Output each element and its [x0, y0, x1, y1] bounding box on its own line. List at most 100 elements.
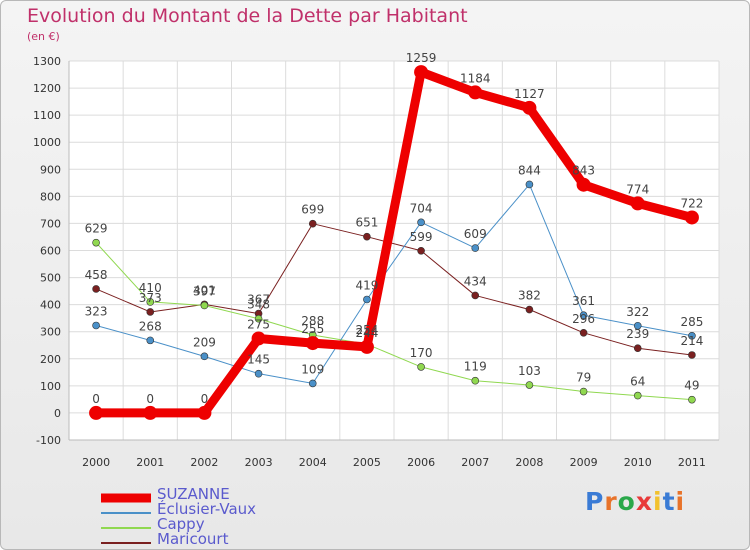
data-point [89, 405, 104, 420]
data-point [468, 85, 483, 100]
y-tick-label: -100 [36, 434, 61, 447]
data-point [414, 65, 429, 80]
data-label: 401 [193, 283, 216, 297]
legend-swatch-suzanne [101, 493, 151, 503]
data-label: 704 [410, 201, 433, 215]
logo-letter: i [675, 487, 686, 516]
data-label: 0 [146, 392, 154, 406]
legend-label: SUZANNE [157, 485, 230, 503]
data-label: 348 [247, 298, 270, 312]
x-tick-label: 2001 [136, 456, 164, 469]
y-tick-label: 0 [54, 407, 61, 420]
data-point [684, 210, 699, 225]
data-point [630, 196, 645, 211]
legend-label: Cappy [157, 515, 205, 533]
data-label: 254 [355, 323, 378, 337]
chart-subtitle: (en €) [27, 30, 60, 43]
data-point [251, 331, 266, 346]
data-label: 239 [626, 327, 649, 341]
data-label: 458 [85, 268, 108, 282]
y-tick-label: 1300 [33, 55, 61, 68]
y-tick-label: 200 [40, 353, 61, 366]
data-label: 145 [247, 353, 270, 367]
data-label: 1184 [460, 71, 491, 85]
data-point [92, 285, 100, 293]
logo-letter: o [617, 487, 636, 516]
data-label: 361 [572, 294, 595, 308]
data-label: 844 [518, 163, 541, 177]
logo-letter: r [604, 487, 618, 516]
logo-letter: t [662, 487, 676, 516]
data-point [200, 301, 209, 310]
data-point [417, 218, 425, 227]
data-label: 296 [572, 312, 595, 326]
data-label: 322 [626, 305, 649, 319]
data-label: 244 [355, 326, 378, 340]
data-point [525, 180, 534, 189]
legend-item-suzanne: SUZANNE [101, 485, 361, 503]
legend-label: Maricourt [157, 530, 229, 548]
data-point [576, 177, 591, 192]
y-tick-label: 1100 [33, 109, 61, 122]
data-label: 419 [355, 278, 378, 292]
data-label: 275 [247, 317, 270, 331]
x-tick-label: 2000 [82, 456, 110, 469]
y-tick-label: 1000 [33, 136, 61, 149]
data-point [359, 339, 374, 354]
data-point [579, 328, 588, 337]
data-point [579, 311, 588, 320]
y-tick-label: 1200 [33, 82, 61, 95]
y-tick-label: 900 [40, 163, 61, 176]
data-label: 382 [518, 289, 541, 303]
data-point [143, 405, 158, 420]
data-point [688, 331, 696, 340]
data-label: 774 [626, 182, 649, 196]
data-label: 170 [410, 346, 433, 360]
data-point [146, 336, 155, 345]
series-line [91, 67, 697, 418]
data-label: 609 [464, 227, 487, 241]
data-point [200, 352, 209, 361]
data-point [525, 305, 534, 314]
data-label: 0 [201, 392, 209, 406]
logo-letter: x [635, 487, 653, 516]
legend-item-maricourt: Maricourt [101, 530, 361, 548]
data-label: 103 [518, 364, 541, 378]
x-tick-label: 2008 [515, 456, 543, 469]
data-point [197, 405, 212, 420]
legend: SUZANNE Éclusier-Vaux Cappy Maricourt [101, 485, 361, 548]
data-label: 434 [464, 274, 487, 288]
data-label: 843 [572, 164, 595, 178]
data-point [308, 379, 317, 388]
data-label: 64 [630, 375, 645, 389]
x-tick-label: 2011 [678, 456, 706, 469]
data-label: 599 [410, 230, 433, 244]
data-point [633, 321, 642, 330]
data-label: 285 [680, 315, 703, 329]
legend-swatch-cappy [101, 527, 151, 529]
y-tick-label: 700 [40, 217, 61, 230]
data-label: 1259 [406, 51, 437, 65]
data-point [254, 314, 263, 323]
data-label: 323 [85, 304, 108, 318]
data-label: 722 [680, 196, 703, 210]
y-tick-label: 300 [40, 326, 61, 339]
data-point [417, 246, 425, 255]
y-tick-label: 600 [40, 245, 61, 258]
data-label: 629 [85, 222, 108, 236]
logo-letter: P [585, 487, 605, 516]
data-point [146, 298, 155, 306]
series-line [95, 183, 693, 384]
x-tick-label: 2004 [299, 456, 327, 469]
data-point [471, 244, 480, 252]
proxiti-logo: Proxiti [585, 487, 685, 516]
data-label: 209 [193, 335, 216, 349]
data-label: 699 [301, 203, 324, 217]
data-point [633, 344, 642, 353]
data-label: 410 [139, 281, 162, 295]
data-point [579, 387, 588, 396]
data-label: 109 [301, 362, 324, 376]
series-line [95, 242, 693, 401]
